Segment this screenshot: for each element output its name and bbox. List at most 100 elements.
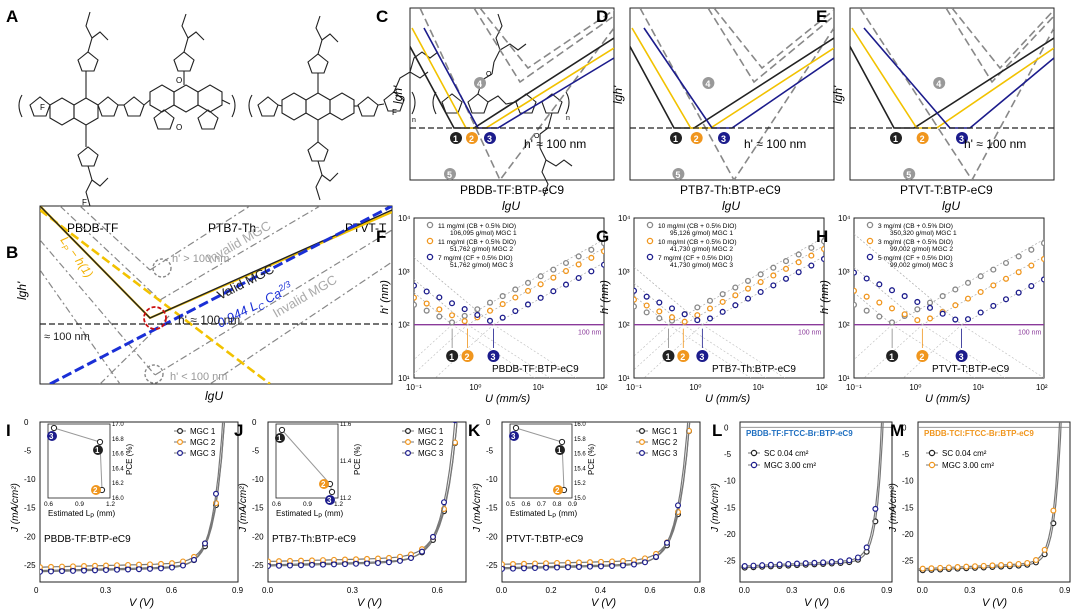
jv-point <box>408 555 415 562</box>
svg-text:n: n <box>566 115 570 122</box>
svg-text:2: 2 <box>465 352 470 362</box>
inset-y-tick: 11.4 <box>340 459 352 465</box>
data-point <box>926 315 934 322</box>
data-point <box>423 307 430 314</box>
marker-2 <box>677 350 690 362</box>
marker-2 <box>466 132 478 144</box>
panel-label-d: D <box>596 7 608 26</box>
data-point <box>634 303 638 310</box>
legend-line1: 11 mg/ml (CB + 0.5% DIO) <box>438 223 516 230</box>
data-point <box>486 299 494 306</box>
y-tick: 10³ <box>838 267 850 276</box>
jv-point <box>928 565 935 572</box>
panel-m: M 0.0 0.3 0.6 0.9 0 -5 -10 -15 -20 -25 PBDB-TCl:FTC… <box>888 421 1071 609</box>
marker-1 <box>886 350 899 362</box>
svg-text:3: 3 <box>487 134 492 144</box>
marker-3 <box>487 350 500 362</box>
mol-label-f2: F <box>82 198 87 207</box>
data-point <box>757 279 764 286</box>
data-point <box>854 287 858 294</box>
svg-text:3: 3 <box>721 134 726 144</box>
data-point <box>977 288 984 296</box>
panel-title: PBDB-TF:FTCC-Br:BTP-eC9 <box>746 429 853 438</box>
jv-point <box>276 562 283 569</box>
y-tick: 10¹ <box>838 374 850 383</box>
data-point <box>524 287 532 294</box>
gray-v-4 <box>951 8 1054 70</box>
x-tick: 0.6 <box>645 586 657 595</box>
x-tick: 10⁻¹ <box>406 383 422 392</box>
jv-point <box>386 559 393 566</box>
gray-v-5 <box>639 8 834 180</box>
ylabel: h' (nm) <box>599 280 611 314</box>
ylabel: lgh' <box>391 85 405 104</box>
x-tick: 0.8 <box>694 586 706 595</box>
data-point <box>863 275 870 282</box>
panel-e: E 1 2 3 4 5 h' ≈ 100 nm PTVT-T:BTP-eC9 lgh' lgU <box>816 7 1055 213</box>
inset-y-tick: 16.2 <box>112 481 124 487</box>
y-tick: 10⁴ <box>838 214 851 223</box>
data-point <box>448 319 456 326</box>
x-tick: 0.3 <box>964 586 976 595</box>
h-label: h' ≈ 100 nm <box>964 137 1026 151</box>
jv-point <box>741 562 748 569</box>
y-tick: -15 <box>252 504 264 513</box>
jv-point <box>586 563 593 570</box>
data-point <box>634 287 638 294</box>
marker-3 <box>718 132 730 144</box>
jv-point <box>136 566 143 573</box>
jv-point <box>553 564 560 571</box>
h-label: h' ≈ 100 nm <box>744 137 806 151</box>
x-tick: 0.0 <box>739 586 751 595</box>
legend-line1: 3 mg/ml (CB + 0.5% DIO) <box>878 223 953 230</box>
data-point <box>964 279 972 286</box>
legend-item: MGC 3.00 cm² <box>764 461 816 470</box>
marker-1 <box>450 132 462 144</box>
svg-text:3: 3 <box>49 432 54 441</box>
legend-item: MGC 2 <box>652 438 678 447</box>
y-tick: -10 <box>724 477 736 486</box>
y-tick: -15 <box>486 504 498 513</box>
data-point <box>668 314 676 321</box>
data-point <box>782 258 790 265</box>
ylabel: J (mA/cm²) <box>472 483 483 533</box>
xlabel: V (V) <box>982 597 1007 609</box>
frame <box>739 421 893 583</box>
mgc-v-2 <box>411 27 614 129</box>
jv-point <box>575 563 582 570</box>
jv-point <box>597 563 604 570</box>
jv-point <box>531 565 538 572</box>
marker-3 <box>955 350 968 362</box>
x-tick: 0.2 <box>546 586 558 595</box>
gray-v-5 <box>419 8 614 180</box>
legend-item: MGC 1 <box>190 427 216 436</box>
y-tick: 0 <box>24 418 29 427</box>
legend-line1: 11 mg/ml (CB + 0.5% DIO) <box>438 239 516 246</box>
jv-point <box>213 490 220 497</box>
marker-1 <box>446 350 459 362</box>
y-tick: -5 <box>252 447 260 456</box>
ylabel: h' (nm) <box>819 280 831 314</box>
data-point <box>757 271 764 278</box>
data-point <box>854 269 858 276</box>
jv-point <box>502 565 505 572</box>
panel-k: K 0 -5 -10 -15 -20 -25 0.0 0.2 0.4 0.6 0.8 MGC 1 MGC … <box>468 418 706 609</box>
data-point <box>876 299 883 306</box>
panel-title: PTVT-T:BTP-eC9 <box>506 534 584 545</box>
data-point <box>808 262 815 269</box>
data-point <box>474 311 481 319</box>
inset-y-tick: 16.6 <box>112 452 124 458</box>
data-point <box>926 304 934 311</box>
x-tick: 10⁰ <box>689 383 701 392</box>
x-tick: 10⁰ <box>469 383 481 392</box>
panel-title: PBDB-TCl:FTCC-Br:BTP-eC9 <box>924 429 1034 438</box>
inset-x-tick: 0.8 <box>553 501 562 508</box>
ylabel: lgh' <box>831 85 845 104</box>
inset-marker-1 <box>275 433 285 443</box>
svg-text:1: 1 <box>557 446 562 455</box>
xlabel: V (V) <box>357 597 382 609</box>
label-100nm: 100 nm <box>1018 330 1042 337</box>
y-tick: -20 <box>902 530 914 539</box>
data-point <box>414 301 418 308</box>
panel-label-e: E <box>816 7 827 26</box>
